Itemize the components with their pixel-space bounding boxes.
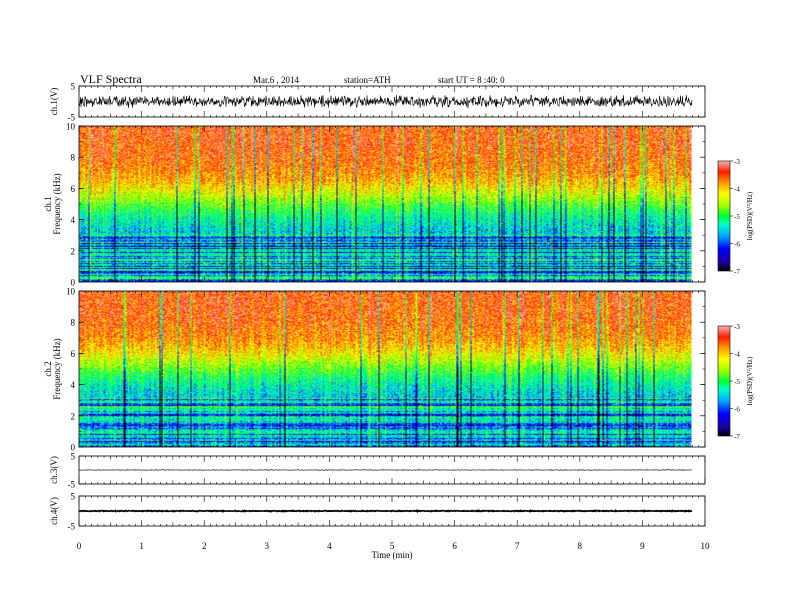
ch2_spectrogram-colorbar-tick-1: -4 [734,351,740,359]
ch1_spectrogram-colorbar-tick-1: -4 [734,186,740,194]
ch1_spectrogram-ytick-3: 6 [71,184,76,194]
ch1_spectrogram-channel-label: ch.1 [43,196,53,211]
ch1_spectrogram-colorbar-label: log(PSD)(V²/Hz) [746,191,754,240]
ch1_spectrogram-ylabel: Frequency (kHz) [52,173,62,234]
ch4_trace-ylabel: ch.4(V) [49,497,59,525]
ch1_spectrogram-colorbar-tick-0: -3 [734,158,740,166]
xaxis-label: Time (min) [372,550,413,560]
ch3_trace-ytick-0: 5 [71,452,76,462]
ch2_spectrogram-colorbar-tick-0: -3 [734,323,740,331]
ch2_spectrogram-heatmap-image [79,291,692,447]
ch1_spectrogram-colorbar [717,160,731,272]
ch1_spectrogram-colorbar-tick-3: -6 [734,241,740,249]
trace-layer [78,94,693,514]
ch2_spectrogram-colorbar-tick-2: -5 [734,378,740,386]
start-ut-label: start UT = 8 :40: 0 [438,75,505,85]
xtick-label-1: 1 [139,541,144,551]
ch2_spectrogram-ylabel: Frequency (kHz) [52,338,62,399]
ch1_spectrogram-ytick-0: 0 [71,278,76,288]
ch3_trace-line [78,469,693,471]
xtick-label-6: 6 [452,541,457,551]
xtick-label-0: 0 [77,541,82,551]
ch3_trace-ytick-1: -5 [68,480,76,490]
station-label: station=ATH [344,75,391,85]
ch2_spectrogram-ytick-0: 0 [71,443,76,453]
spectrogram-layer [79,126,692,447]
xtick-label-3: 3 [265,541,270,551]
ch1_trace-ytick-0: 5 [71,82,76,92]
ch1_spectrogram-ytick-5: 10 [66,122,76,132]
ch3_trace-ylabel: ch.3(V) [49,456,59,484]
ch2_spectrogram-ytick-2: 4 [71,380,76,390]
ch2_spectrogram-ytick-4: 8 [71,318,76,328]
xtick-label-10: 10 [701,541,711,551]
figure-title: VLF Spectra [80,72,142,86]
xtick-label-2: 2 [202,541,207,551]
ch4_trace-ytick-0: 5 [71,492,76,502]
date-label: Mar.6 , 2014 [253,75,299,85]
ch2_spectrogram-colorbar-tick-3: -6 [734,406,740,414]
ch1_trace-ytick-1: -5 [68,113,76,123]
xtick-label-5: 5 [390,541,395,551]
ch1_spectrogram-ytick-1: 2 [71,246,76,256]
ch1_spectrogram-heatmap-image [79,126,692,282]
ch2_spectrogram-channel-label: ch.2 [43,361,53,376]
ch2_spectrogram-colorbar-tick-4: -7 [734,433,740,441]
ch2_spectrogram-colorbar [717,325,731,437]
axes-layer [78,85,733,527]
ch2_spectrogram-colorbar-label: log(PSD)(V²/Hz) [746,356,754,405]
ch1_spectrogram-ytick-4: 8 [71,153,76,163]
ch1_spectrogram-colorbar-tick-4: -7 [734,268,740,276]
ch1_trace-ylabel: ch.1(V) [49,88,59,116]
xtick-label-4: 4 [327,541,332,551]
ch4_trace-line [78,508,693,514]
ch1_spectrogram-colorbar-tick-2: -5 [734,213,740,221]
xtick-label-8: 8 [578,541,583,551]
ch1_trace-line [78,94,693,109]
ch2_spectrogram-ytick-3: 6 [71,349,76,359]
xtick-label-9: 9 [640,541,645,551]
ch2_spectrogram-ytick-5: 10 [66,287,76,297]
ch1_spectrogram-ytick-2: 4 [71,215,76,225]
xtick-label-7: 7 [515,541,520,551]
ch2_spectrogram-ytick-1: 2 [71,411,76,421]
ch4_trace-ytick-1: -5 [68,522,76,532]
